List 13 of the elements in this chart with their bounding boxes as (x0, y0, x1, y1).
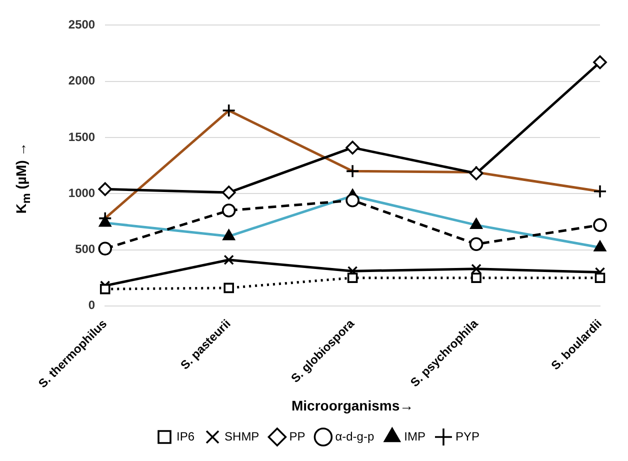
legend-label: PYP (455, 429, 480, 444)
legend-label: α-d-g-p (335, 429, 374, 444)
x-axis-title: Microorganisms→ (291, 397, 414, 414)
y-tick-label: 1000 (68, 186, 96, 200)
y-tick-label: 2500 (68, 18, 96, 32)
y-tick-label: 2000 (68, 74, 96, 88)
legend-label: PP (289, 429, 306, 444)
y-tick-label: 0 (88, 298, 96, 312)
legend-label: SHMP (224, 429, 260, 444)
legend-label: IP6 (176, 429, 195, 444)
y-tick-label: 1500 (68, 130, 96, 144)
legend-label: IMP (404, 429, 426, 444)
y-tick-label: 500 (75, 242, 96, 256)
